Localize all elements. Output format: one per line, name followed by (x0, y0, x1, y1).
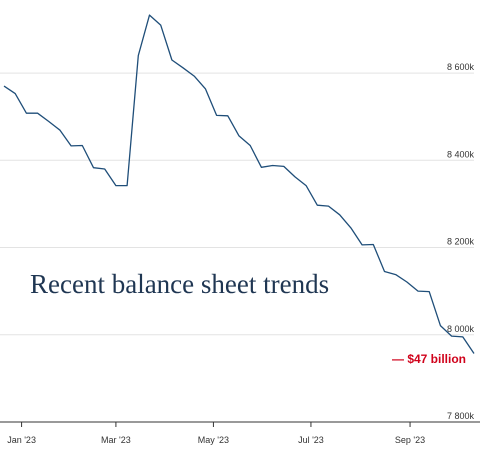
y-tick-label: 7 800k (447, 411, 475, 421)
x-tick-label: Jan '23 (7, 435, 36, 445)
y-tick-label: 8 600k (447, 62, 475, 72)
series-line (3, 14, 475, 354)
annotation-label: — $47 billion (392, 352, 466, 366)
y-tick-label: 8 000k (447, 324, 475, 334)
overlay-title: Recent balance sheet trends (30, 269, 329, 299)
x-tick-label: Sep '23 (395, 435, 425, 445)
x-tick-label: Mar '23 (101, 435, 131, 445)
x-tick-label: Jul '23 (298, 435, 324, 445)
x-tick-label: May '23 (198, 435, 229, 445)
y-tick-label: 8 400k (447, 149, 475, 159)
y-tick-label: 8 200k (447, 237, 475, 247)
